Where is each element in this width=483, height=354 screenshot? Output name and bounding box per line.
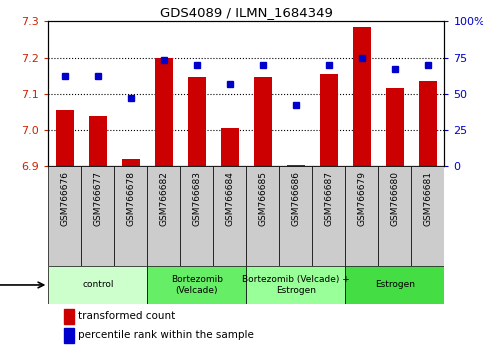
Text: GSM766677: GSM766677 (93, 171, 102, 226)
Bar (313, 166, 345, 266)
Text: Estrogen: Estrogen (375, 280, 415, 290)
Bar (64, 309, 74, 324)
Text: GSM766679: GSM766679 (357, 171, 366, 226)
Bar (89, 115, 107, 166)
Text: GSM766680: GSM766680 (390, 171, 399, 226)
Bar (386, 88, 404, 166)
Text: GSM766681: GSM766681 (424, 171, 432, 226)
Bar (279, 166, 313, 266)
Bar (213, 166, 246, 266)
Text: GSM766687: GSM766687 (325, 171, 333, 226)
Text: GSM766685: GSM766685 (258, 171, 267, 226)
Bar (287, 165, 305, 166)
Bar (188, 78, 206, 166)
Bar (48, 266, 147, 304)
Text: percentile rank within the sample: percentile rank within the sample (78, 330, 254, 341)
Text: transformed count: transformed count (78, 311, 175, 321)
Bar (320, 74, 338, 166)
Bar (147, 266, 246, 304)
Bar (246, 166, 279, 266)
Text: GSM766684: GSM766684 (226, 171, 234, 226)
Bar (378, 166, 412, 266)
Text: GSM766686: GSM766686 (291, 171, 300, 226)
Bar (254, 78, 272, 166)
Bar (221, 128, 239, 166)
Bar (56, 110, 74, 166)
Bar (345, 166, 378, 266)
Text: GSM766682: GSM766682 (159, 171, 168, 226)
Bar (122, 159, 140, 166)
Text: control: control (82, 280, 114, 290)
Bar (81, 166, 114, 266)
Text: GSM766678: GSM766678 (127, 171, 135, 226)
Bar (353, 27, 371, 166)
Bar (419, 81, 437, 166)
Bar (412, 166, 444, 266)
Bar (180, 166, 213, 266)
Text: GSM766683: GSM766683 (192, 171, 201, 226)
Bar (64, 328, 74, 343)
Bar (155, 57, 173, 166)
Bar (147, 166, 180, 266)
Text: Bortezomib (Velcade) +
Estrogen: Bortezomib (Velcade) + Estrogen (242, 275, 350, 295)
Title: GDS4089 / ILMN_1684349: GDS4089 / ILMN_1684349 (160, 6, 333, 19)
Bar (48, 166, 81, 266)
Bar (345, 266, 444, 304)
Bar (246, 266, 345, 304)
Bar (114, 166, 147, 266)
Text: GSM766676: GSM766676 (60, 171, 69, 226)
Text: Bortezomib
(Velcade): Bortezomib (Velcade) (171, 275, 223, 295)
